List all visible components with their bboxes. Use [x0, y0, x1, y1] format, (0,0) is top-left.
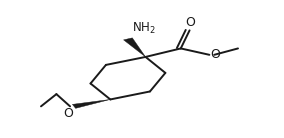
Text: O: O [210, 48, 220, 61]
Text: O: O [186, 16, 196, 29]
Polygon shape [124, 38, 146, 57]
Text: O: O [63, 107, 73, 120]
Text: NH$_2$: NH$_2$ [132, 21, 156, 36]
Polygon shape [72, 99, 110, 108]
